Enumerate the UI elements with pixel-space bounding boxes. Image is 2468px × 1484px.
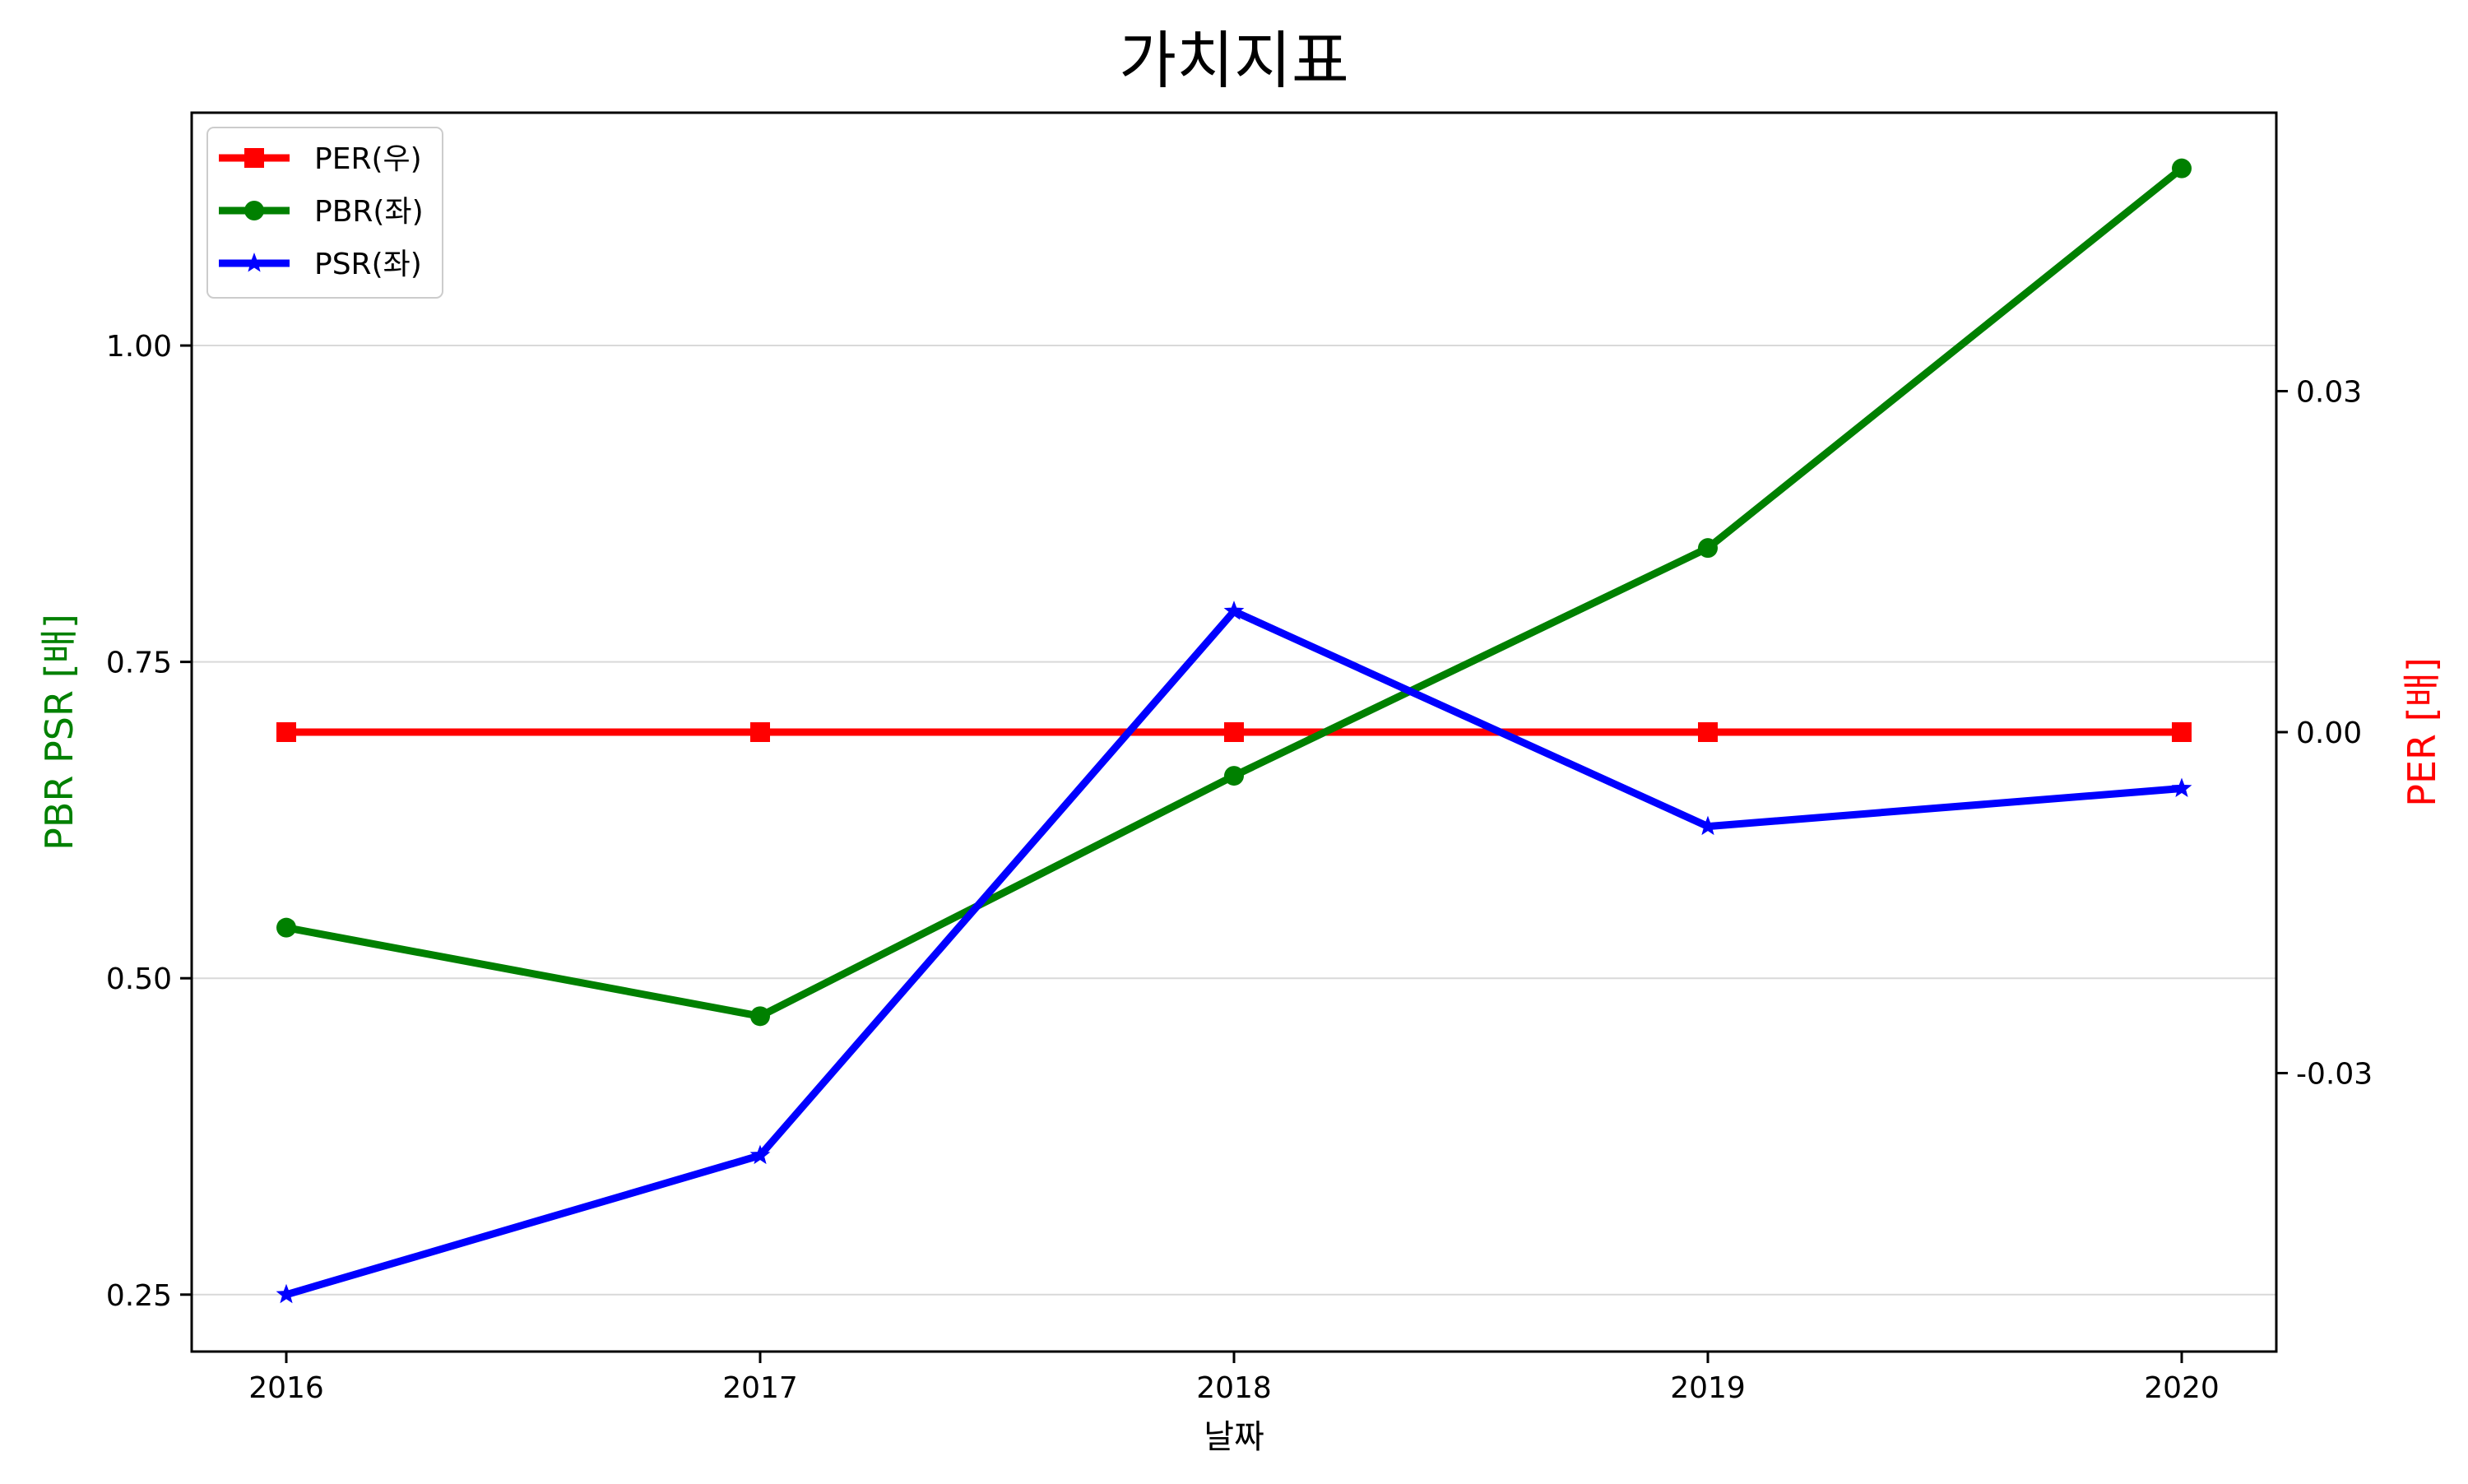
legend-marker [244,201,264,220]
x-tick-label: 2018 [1196,1371,1272,1405]
data-point [750,722,770,742]
series-3 [276,601,2192,1304]
legend-entry: PBR(좌) [219,195,424,229]
x-tick-label: 2019 [1670,1371,1746,1405]
data-point [1224,722,1244,742]
series-line [285,607,2183,1299]
data-point [1698,722,1718,742]
legend-label: PER(우) [314,142,422,176]
y-left-tick-label: 0.25 [106,1279,172,1313]
data-point [1223,601,1245,620]
x-tick-label: 2017 [722,1371,798,1405]
legend-marker [244,148,264,168]
legend-box [206,127,443,299]
series-2 [276,158,2192,1027]
y-right-tick-label: -0.03 [2296,1057,2373,1091]
data-point [1698,538,1718,559]
legend-label: PSR(좌) [314,248,422,281]
data-point [1697,815,1719,836]
series-line [285,165,2184,1020]
x-tick-label: 2016 [248,1371,324,1405]
legend: PER(우) PBR(좌) PSR(좌) [206,127,443,299]
data-point [749,1144,771,1165]
y-right-tick-label: 0.00 [2296,716,2362,750]
x-axis-label: 날짜 [1204,1418,1264,1456]
data-point [1224,766,1244,786]
y-right-tick-label: 0.03 [2296,376,2362,410]
y-left-tick-label: 0.50 [106,962,172,996]
y-axis-label-right: PER [배] [2400,657,2444,807]
series-1 [276,722,2192,742]
series-layer [276,158,2192,1304]
legend-entry: PER(우) [219,142,422,176]
legend-label: PBR(좌) [314,195,424,229]
data-point [2171,777,2192,797]
data-point [276,917,296,938]
data-point [2172,158,2192,179]
legend-entry: PSR(좌) [219,248,422,281]
data-point [750,1006,770,1027]
data-point [2172,722,2192,742]
y-axis-label-left: PBR PSR [배] [37,614,81,851]
y-left-tick-label: 1.00 [106,330,172,364]
y-left-tick-label: 0.75 [106,647,172,680]
grid-layer [192,345,2276,1296]
x-tick-label: 2020 [2144,1371,2220,1405]
data-point [276,722,296,742]
legend-marker [244,253,265,272]
chart-title: 가치지표 [1119,24,1349,97]
data-point [276,1283,297,1304]
axis-layer: 0.25 0.50 0.75 1.00 -0.03 0.00 0.03 2016 2017 201… [106,330,2373,1405]
